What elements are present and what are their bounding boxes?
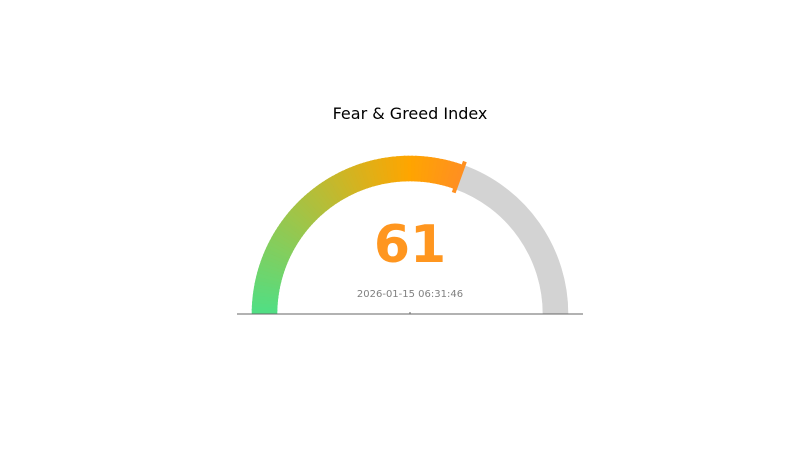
gauge-value: 61	[374, 215, 446, 275]
chart-title: Fear & Greed Index	[333, 104, 488, 123]
gauge-arc	[251, 155, 569, 315]
timestamp: 2026-01-15 06:31:46	[357, 289, 463, 300]
gauge-needle-marker	[451, 160, 467, 194]
gauge-track	[454, 164, 569, 315]
